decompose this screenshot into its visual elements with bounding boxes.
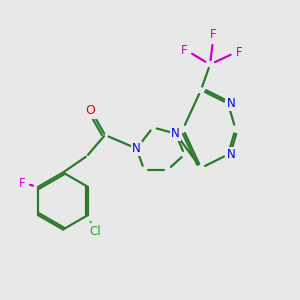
Text: F: F — [236, 46, 242, 59]
Text: O: O — [86, 104, 95, 118]
Text: N: N — [171, 127, 180, 140]
Text: N: N — [226, 148, 236, 161]
Text: F: F — [210, 28, 216, 41]
Text: N: N — [132, 142, 141, 155]
Text: F: F — [181, 44, 187, 58]
Text: N: N — [226, 97, 236, 110]
Text: Cl: Cl — [89, 225, 101, 238]
Text: F: F — [19, 177, 25, 190]
